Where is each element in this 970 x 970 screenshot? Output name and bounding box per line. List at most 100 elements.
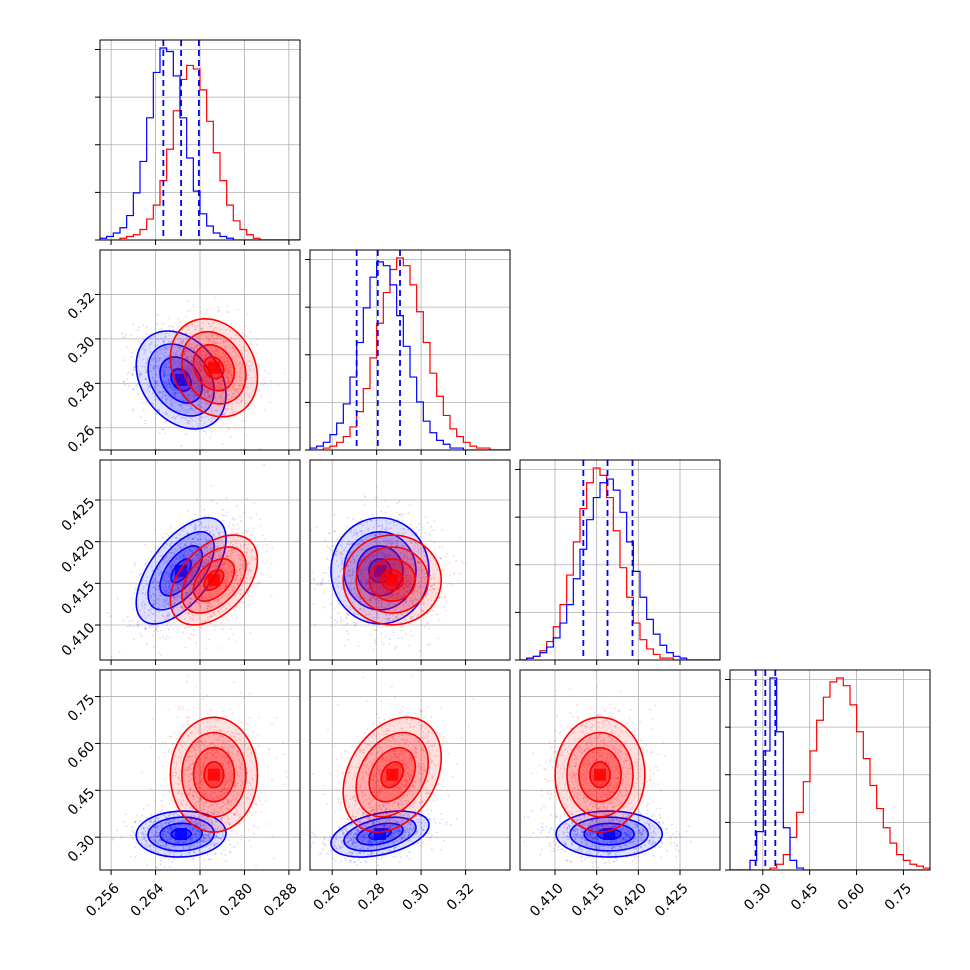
sample-point bbox=[221, 399, 224, 402]
sample-point bbox=[201, 359, 203, 362]
sample-point bbox=[133, 592, 136, 595]
sample-point bbox=[126, 625, 129, 628]
sample-point bbox=[253, 369, 256, 372]
sample-point bbox=[319, 581, 322, 584]
sample-point bbox=[163, 369, 166, 372]
sample-point bbox=[236, 391, 239, 393]
sample-point bbox=[209, 383, 212, 386]
sample-point bbox=[188, 390, 191, 393]
sample-point bbox=[429, 533, 432, 536]
sample-point bbox=[137, 393, 140, 396]
sample-point bbox=[171, 359, 174, 362]
sample-point bbox=[194, 361, 197, 363]
sample-point bbox=[185, 369, 188, 372]
sample-point bbox=[204, 379, 207, 381]
sample-point bbox=[241, 332, 244, 335]
sample-point bbox=[418, 529, 420, 532]
sample-point bbox=[123, 380, 126, 383]
sample-point bbox=[171, 389, 174, 392]
sample-point bbox=[216, 350, 219, 353]
sample-point bbox=[205, 380, 208, 383]
sample-point bbox=[243, 347, 246, 349]
sample-point bbox=[311, 571, 314, 574]
sample-point bbox=[313, 578, 316, 581]
sample-point bbox=[152, 368, 155, 371]
sample-point bbox=[132, 387, 135, 390]
sample-point bbox=[213, 629, 216, 631]
sample-point bbox=[225, 349, 228, 351]
sample-point bbox=[194, 397, 197, 400]
sample-point bbox=[259, 447, 261, 450]
sample-point bbox=[263, 463, 265, 466]
sample-point bbox=[187, 410, 190, 413]
sample-point bbox=[193, 395, 196, 398]
sample-point bbox=[151, 376, 154, 379]
sample-point bbox=[204, 379, 207, 382]
sample-point bbox=[187, 366, 190, 368]
sample-point bbox=[209, 325, 211, 328]
sample-point bbox=[219, 384, 222, 386]
sample-point bbox=[224, 345, 226, 348]
sample-point bbox=[199, 375, 202, 378]
sample-point bbox=[222, 380, 225, 382]
sample-point bbox=[162, 636, 165, 638]
sample-point bbox=[208, 346, 211, 349]
sample-point bbox=[144, 368, 147, 371]
sample-point bbox=[240, 401, 243, 403]
sample-point bbox=[177, 414, 180, 417]
sample-point bbox=[141, 402, 144, 405]
sample-point bbox=[139, 370, 141, 373]
sample-point bbox=[216, 524, 219, 527]
sample-point bbox=[180, 416, 183, 419]
sample-point bbox=[223, 413, 226, 416]
sample-point bbox=[139, 374, 142, 377]
sample-point bbox=[175, 369, 178, 372]
sample-point bbox=[191, 333, 193, 336]
sample-point bbox=[205, 397, 208, 400]
sample-point bbox=[162, 390, 165, 393]
sample-point bbox=[176, 366, 179, 369]
sample-point bbox=[157, 602, 160, 604]
series-a-histogram bbox=[520, 478, 720, 660]
sample-point bbox=[122, 380, 125, 383]
sample-point bbox=[226, 393, 229, 396]
sample-point bbox=[214, 409, 216, 412]
sample-point bbox=[158, 636, 161, 639]
sample-point bbox=[173, 362, 176, 365]
sample-point bbox=[225, 359, 228, 362]
sample-point bbox=[201, 380, 204, 383]
sample-point bbox=[121, 336, 124, 339]
sample-point bbox=[387, 505, 390, 508]
sample-point bbox=[210, 359, 213, 362]
sample-point bbox=[144, 543, 147, 546]
sample-point bbox=[239, 385, 242, 388]
sample-point bbox=[388, 643, 391, 645]
sample-point bbox=[384, 499, 387, 502]
sample-point bbox=[171, 386, 174, 389]
sample-point bbox=[312, 603, 315, 606]
sample-point bbox=[216, 348, 218, 351]
sample-point bbox=[226, 376, 229, 379]
sample-point bbox=[130, 597, 133, 600]
sample-point bbox=[223, 360, 225, 363]
sample-point bbox=[153, 382, 156, 385]
sample-point bbox=[234, 367, 237, 370]
sample-point bbox=[184, 338, 187, 341]
sample-point bbox=[256, 343, 258, 346]
sample-point bbox=[374, 641, 376, 644]
sample-point bbox=[144, 563, 147, 566]
sample-point bbox=[185, 389, 187, 392]
sample-point bbox=[230, 337, 233, 340]
sample-point bbox=[326, 545, 329, 548]
sample-point bbox=[163, 372, 166, 375]
sample-point bbox=[228, 373, 231, 375]
sample-point bbox=[213, 346, 216, 349]
sample-point bbox=[256, 356, 259, 358]
sample-point bbox=[156, 597, 159, 600]
sample-point bbox=[202, 430, 205, 433]
sample-point bbox=[197, 385, 200, 388]
sample-point bbox=[238, 387, 241, 390]
sample-point bbox=[158, 391, 161, 393]
sample-point bbox=[211, 333, 214, 336]
sample-point bbox=[167, 373, 170, 376]
